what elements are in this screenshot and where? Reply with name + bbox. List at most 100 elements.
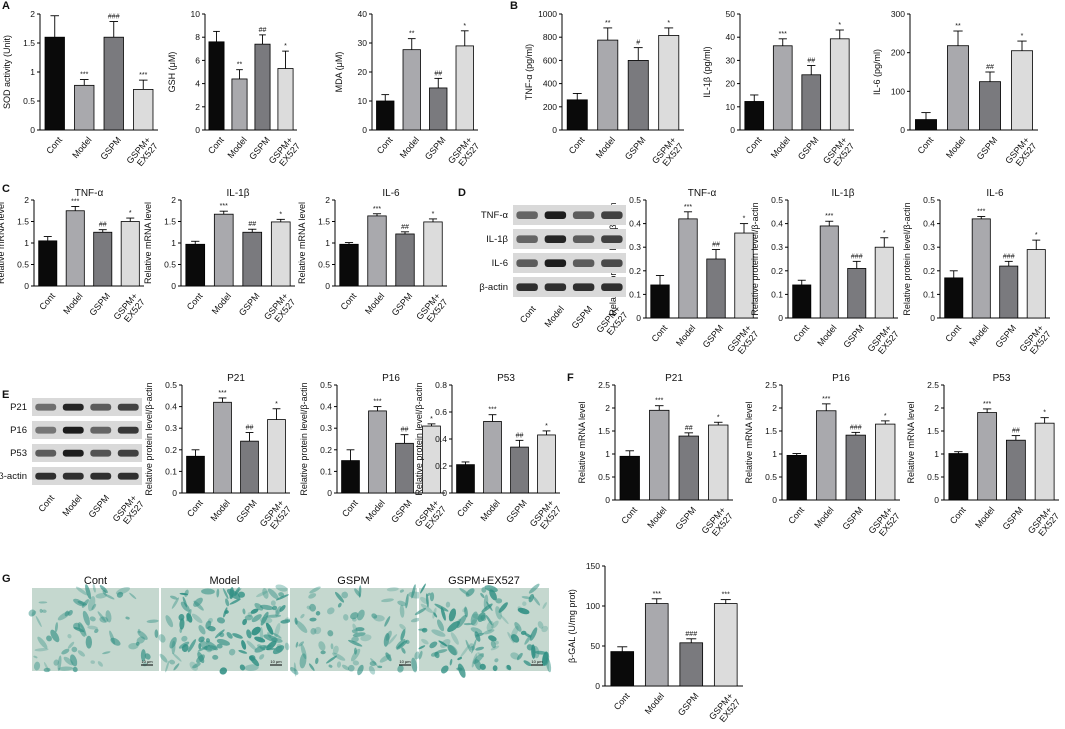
bar-3 xyxy=(708,424,729,501)
stained-cell xyxy=(418,628,426,631)
stained-cell xyxy=(510,625,519,639)
y-tick-label: 20 xyxy=(726,79,736,89)
x-tick-label: GSPM+EX527 xyxy=(528,498,563,535)
stained-cell xyxy=(125,616,130,620)
blot-band xyxy=(90,472,112,480)
y-tick-label: 1.5 xyxy=(164,217,176,227)
blot-band xyxy=(90,426,112,434)
stained-cell xyxy=(354,647,357,655)
y-tick-label: 20 xyxy=(358,67,368,77)
y-axis-label: IL-6 (pg/ml) xyxy=(872,49,882,95)
bar-2 xyxy=(627,60,649,131)
stained-cell xyxy=(97,611,106,623)
stained-cell xyxy=(457,663,466,678)
stained-cell xyxy=(430,652,438,657)
stained-cell xyxy=(239,664,246,671)
y-tick-label: 1 xyxy=(772,449,777,459)
x-tick-label: GSPM+EX527 xyxy=(700,505,735,542)
x-tick-label-line: Cont xyxy=(649,323,669,344)
blot-band xyxy=(516,211,538,219)
significance-label: ## xyxy=(986,64,994,71)
blot-lane-label-line: Model xyxy=(60,493,83,518)
stained-cell xyxy=(448,608,457,622)
stained-cell xyxy=(429,641,438,649)
y-tick-label: 0.4 xyxy=(165,402,177,412)
bar-2 xyxy=(395,233,415,287)
x-tick-label: GSPM xyxy=(390,291,415,318)
stained-cell xyxy=(529,627,538,641)
stained-cell xyxy=(399,604,405,618)
y-tick-label: 0 xyxy=(636,313,641,323)
bar-chart-13: 0 0.1 0.2 0.3 0.4 0.5 Relative protein level/β… xyxy=(299,373,448,531)
x-tick-label: Model xyxy=(363,291,386,316)
x-tick-label-line: Cont xyxy=(567,135,587,156)
y-tick-label: 0.3 xyxy=(771,242,783,252)
bar-0 xyxy=(792,284,812,319)
significance-label: ### xyxy=(851,253,863,260)
x-tick-label-line: GSPM xyxy=(676,691,701,718)
x-tick-label: GSPM+EX527 xyxy=(446,135,481,172)
stained-cell xyxy=(259,604,274,610)
significance-label: ### xyxy=(108,14,120,21)
stained-cell xyxy=(460,644,470,658)
y-tick-label: 0.5 xyxy=(318,260,330,270)
stained-cell xyxy=(510,652,520,660)
bar-chart-2: 0 10 20 30 40 MDA (μM) Cont ** Model ## GSPM * GSPM+… xyxy=(334,9,481,172)
stained-cell xyxy=(483,594,489,610)
x-tick-label-line: GSPM xyxy=(993,323,1018,350)
stained-cell xyxy=(102,651,111,655)
bar-1 xyxy=(649,409,670,501)
y-tick-label: 0 xyxy=(327,488,332,498)
y-tick-label: 0.5 xyxy=(771,195,783,205)
stained-cell xyxy=(265,648,276,651)
y-tick-label: 0 xyxy=(772,495,777,505)
y-tick-label: 1 xyxy=(325,238,330,248)
stained-cell xyxy=(137,630,148,640)
y-tick-label: 0.8 xyxy=(435,380,447,390)
stained-cell xyxy=(278,592,285,597)
significance-label: * xyxy=(743,216,746,223)
significance-label: *** xyxy=(825,213,833,220)
bar-1 xyxy=(483,421,502,494)
stained-cell xyxy=(154,629,159,639)
y-tick-label: 2 xyxy=(24,195,29,205)
stained-cell xyxy=(397,665,404,673)
stained-cell xyxy=(216,617,226,624)
stained-cell xyxy=(411,657,418,673)
significance-label: *** xyxy=(655,398,663,405)
stained-cell xyxy=(522,601,527,606)
stained-cell xyxy=(418,645,426,650)
blot-row-label: β-actin xyxy=(479,282,508,293)
stained-cell xyxy=(360,634,372,642)
x-tick-label-line: GSPM xyxy=(390,291,415,318)
y-axis-label: TNF-α (pg/ml) xyxy=(524,44,534,100)
y-tick-label: 30 xyxy=(358,38,368,48)
bar-1 xyxy=(213,401,232,494)
chart-title: P16 xyxy=(832,373,850,384)
stained-cell xyxy=(274,608,279,615)
stained-cell xyxy=(136,636,145,644)
stained-cell xyxy=(246,629,252,639)
blot-band xyxy=(516,235,538,243)
x-tick-label: GSPM+EX527 xyxy=(414,291,449,328)
stained-cell xyxy=(214,629,225,639)
stained-cell xyxy=(440,607,446,621)
y-tick-label: 0 xyxy=(325,281,330,291)
stained-cell xyxy=(284,642,290,651)
stained-cell xyxy=(266,640,277,651)
y-tick-label: 800 xyxy=(543,32,557,42)
stained-cell xyxy=(244,664,259,671)
stained-cell xyxy=(50,629,60,643)
stained-cell xyxy=(477,652,485,658)
stained-cell xyxy=(426,592,431,597)
blot-band xyxy=(572,235,595,243)
stained-cell xyxy=(309,586,321,594)
y-tick-label: 0.2 xyxy=(320,445,332,455)
stained-cell xyxy=(425,593,429,608)
panel-label-b: B xyxy=(510,0,518,12)
stained-cell xyxy=(67,641,75,649)
x-tick-label: Cont xyxy=(791,323,811,344)
x-tick-label: GSPM xyxy=(423,135,448,162)
stained-cell xyxy=(481,587,487,593)
blot-lane-label: Model xyxy=(543,304,566,329)
